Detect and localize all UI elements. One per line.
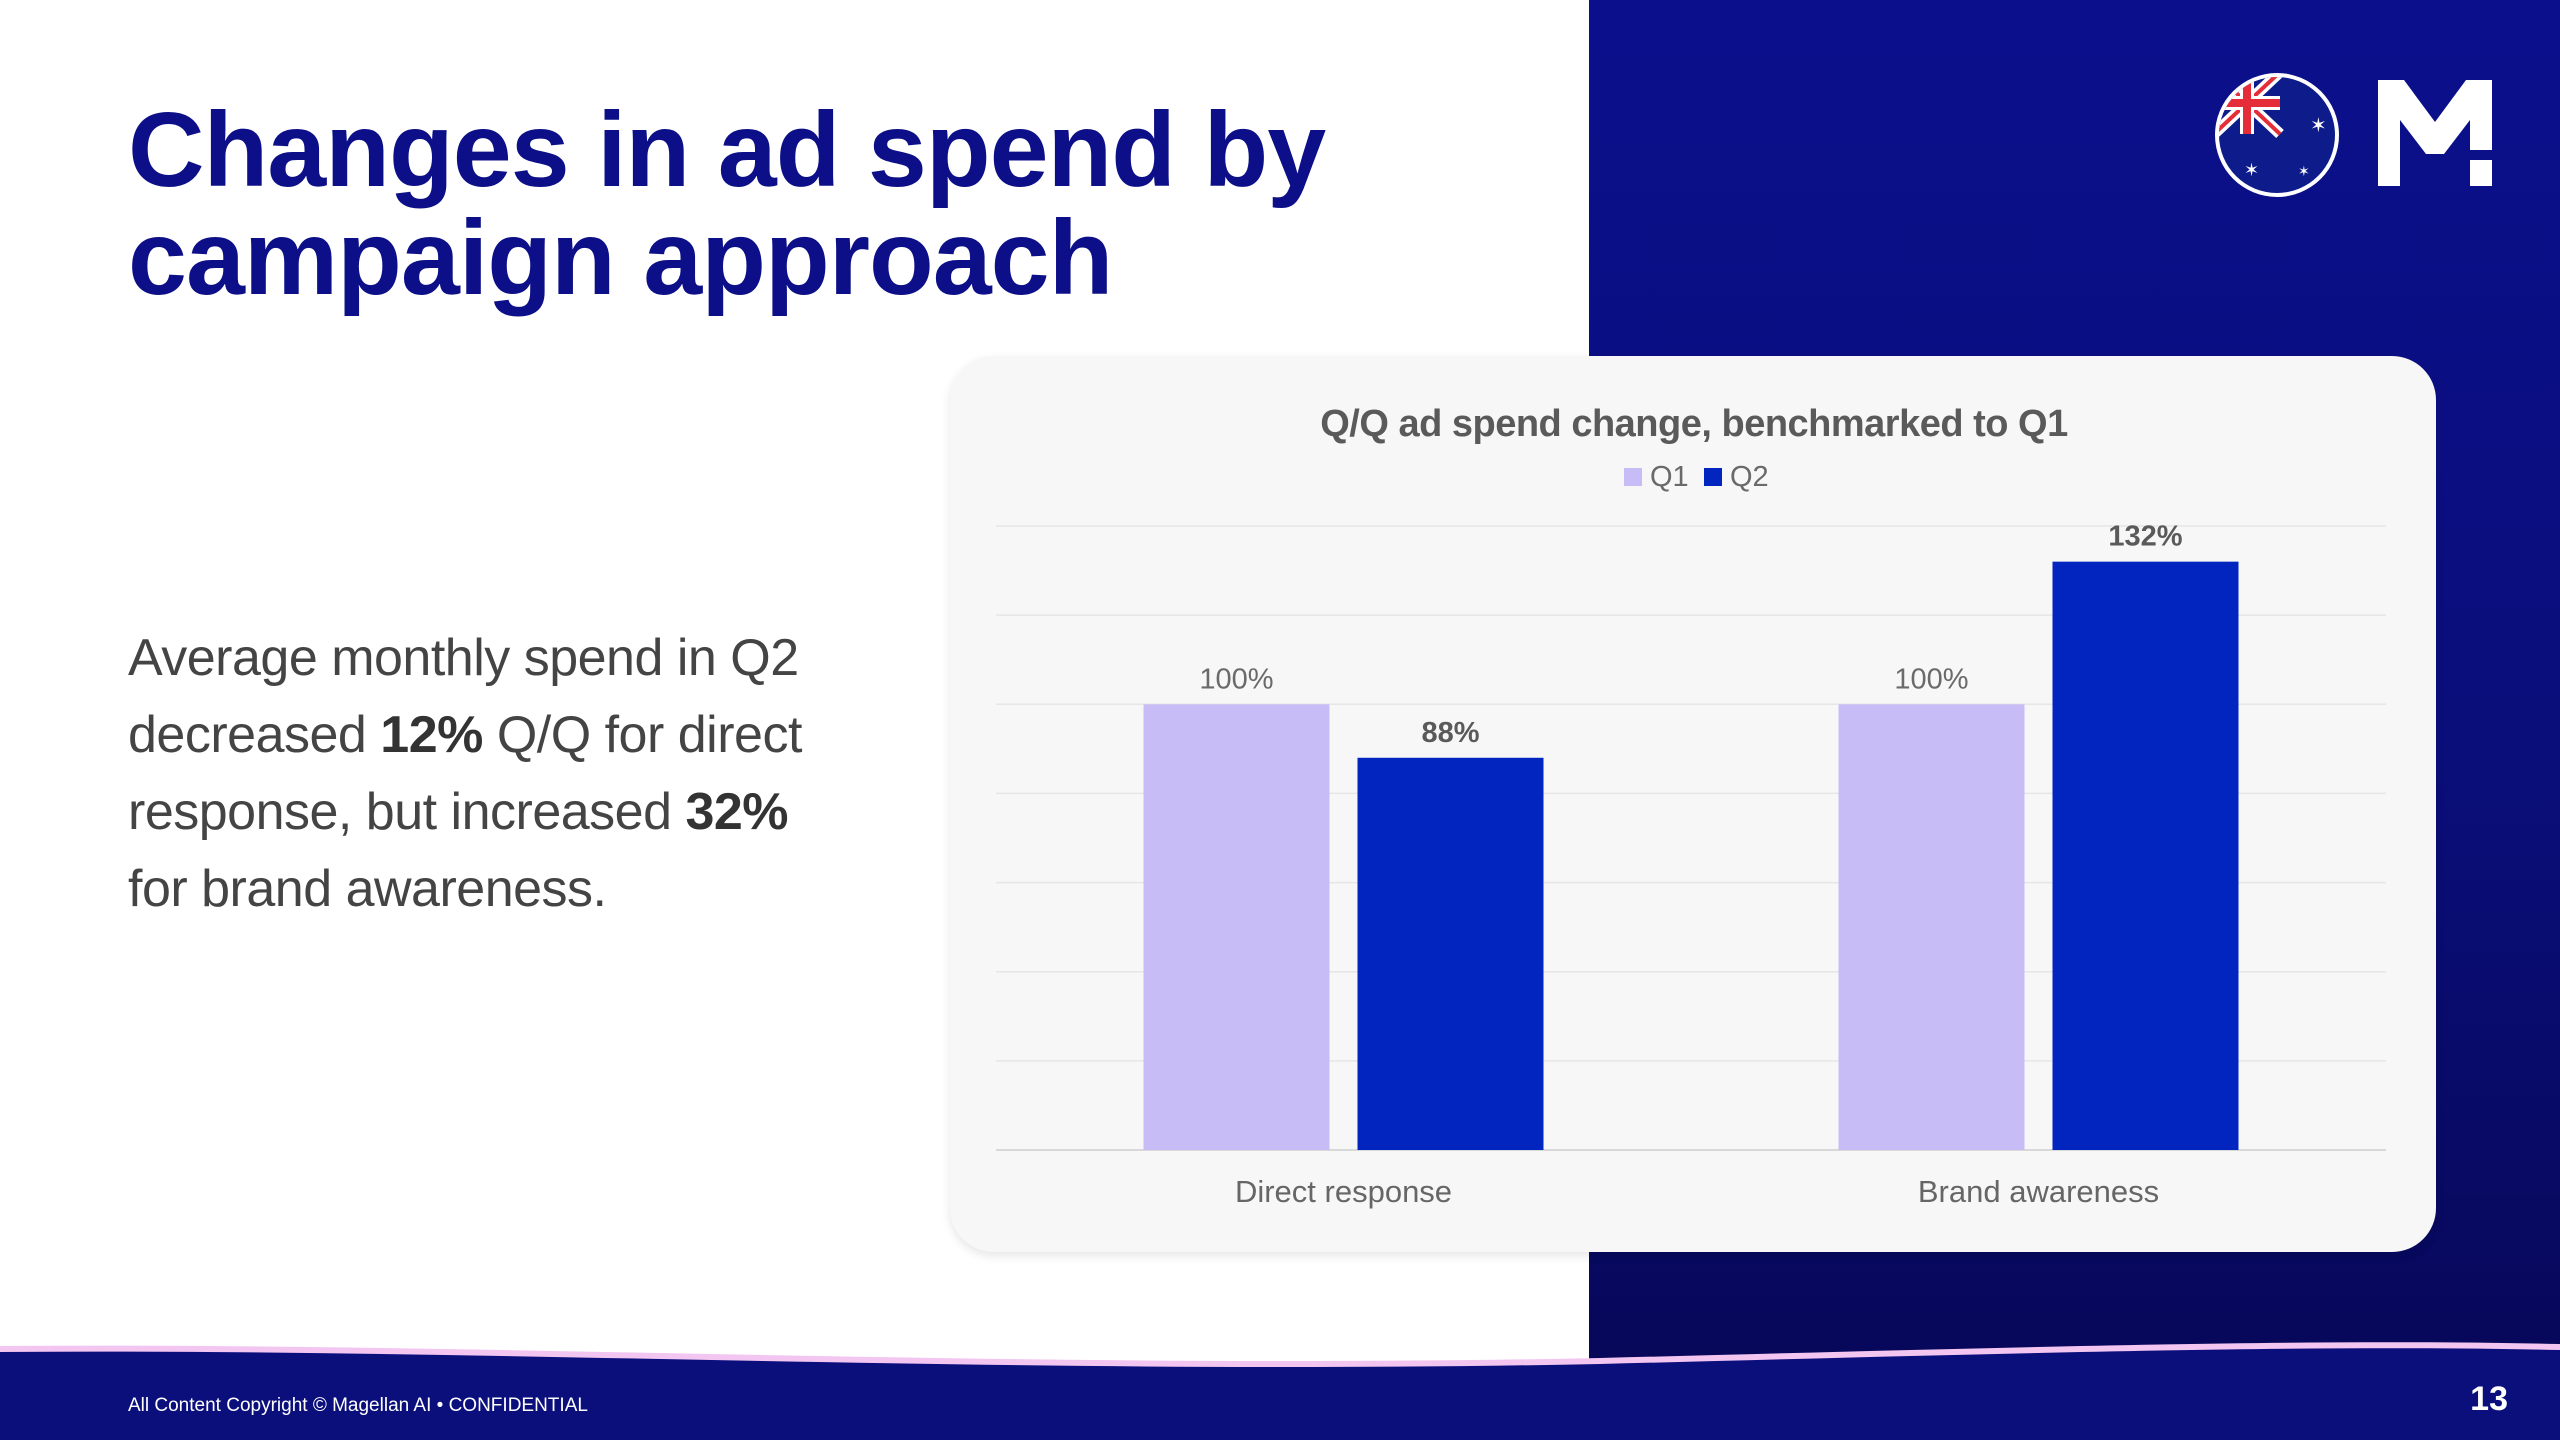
legend-label-q1: Q1 <box>1650 461 1689 493</box>
summary-line-4: for brand awareness. <box>128 860 607 918</box>
summary-highlight-decrease: 12% <box>380 706 483 764</box>
summary-text-segment: decreased <box>128 706 381 764</box>
svg-text:✶: ✶ <box>2310 113 2327 137</box>
australia-flag-icon: ✶ ✶ ✶ <box>2215 73 2339 197</box>
bar-q2-brand-awareness <box>2052 561 2239 1150</box>
data-label: 100% <box>1894 663 1968 695</box>
category-label: Brand awareness <box>1918 1174 2159 1209</box>
footer-wave-band <box>0 1342 2560 1440</box>
summary-line-3: response, but increased 32% <box>128 774 908 851</box>
footer-copyright: All Content Copyright © Magellan AI • CO… <box>128 1395 588 1416</box>
summary-text-segment: response, but increased <box>128 783 686 841</box>
bar-q1-brand-awareness <box>1838 704 2025 1150</box>
title-line-1: Changes in ad spend by <box>128 91 1326 209</box>
bar-chart: 100% 88% Direct response 100% 132% Brand awar… <box>996 403 2386 1209</box>
bar-q1-direct-response <box>1143 704 1330 1150</box>
data-label: 132% <box>2108 521 2182 553</box>
title-line-2: campaign approach <box>128 199 1113 317</box>
summary-text: Average monthly spend in Q2 decreased 12… <box>128 620 908 928</box>
summary-line-2: decreased 12% Q/Q for direct <box>128 697 908 774</box>
legend-swatch-q1 <box>1624 468 1642 486</box>
legend-label-q2: Q2 <box>1730 461 1769 493</box>
data-label: 88% <box>1421 717 1479 749</box>
legend-swatch-q2 <box>1704 468 1722 486</box>
data-label: 100% <box>1199 663 1273 695</box>
slide-title: Changes in ad spend by campaign approach <box>128 96 1378 312</box>
summary-text-segment: Q/Q for direct <box>482 706 803 764</box>
svg-text:✶: ✶ <box>2298 164 2310 180</box>
category-label: Direct response <box>1235 1174 1452 1209</box>
summary-line-1: Average monthly spend in Q2 <box>128 629 799 687</box>
magellan-m-logo-icon <box>2378 80 2492 186</box>
summary-highlight-increase: 32% <box>685 783 789 841</box>
chart-card: 100% 88% Direct response 100% 132% Brand awar… <box>950 356 2436 1252</box>
chart-title: Q/Q ad spend change, benchmarked to Q1 <box>1320 403 2068 445</box>
svg-text:✶: ✶ <box>2244 160 2259 181</box>
page-number: 13 <box>2470 1380 2508 1418</box>
bar-q2-direct-response <box>1357 757 1544 1150</box>
